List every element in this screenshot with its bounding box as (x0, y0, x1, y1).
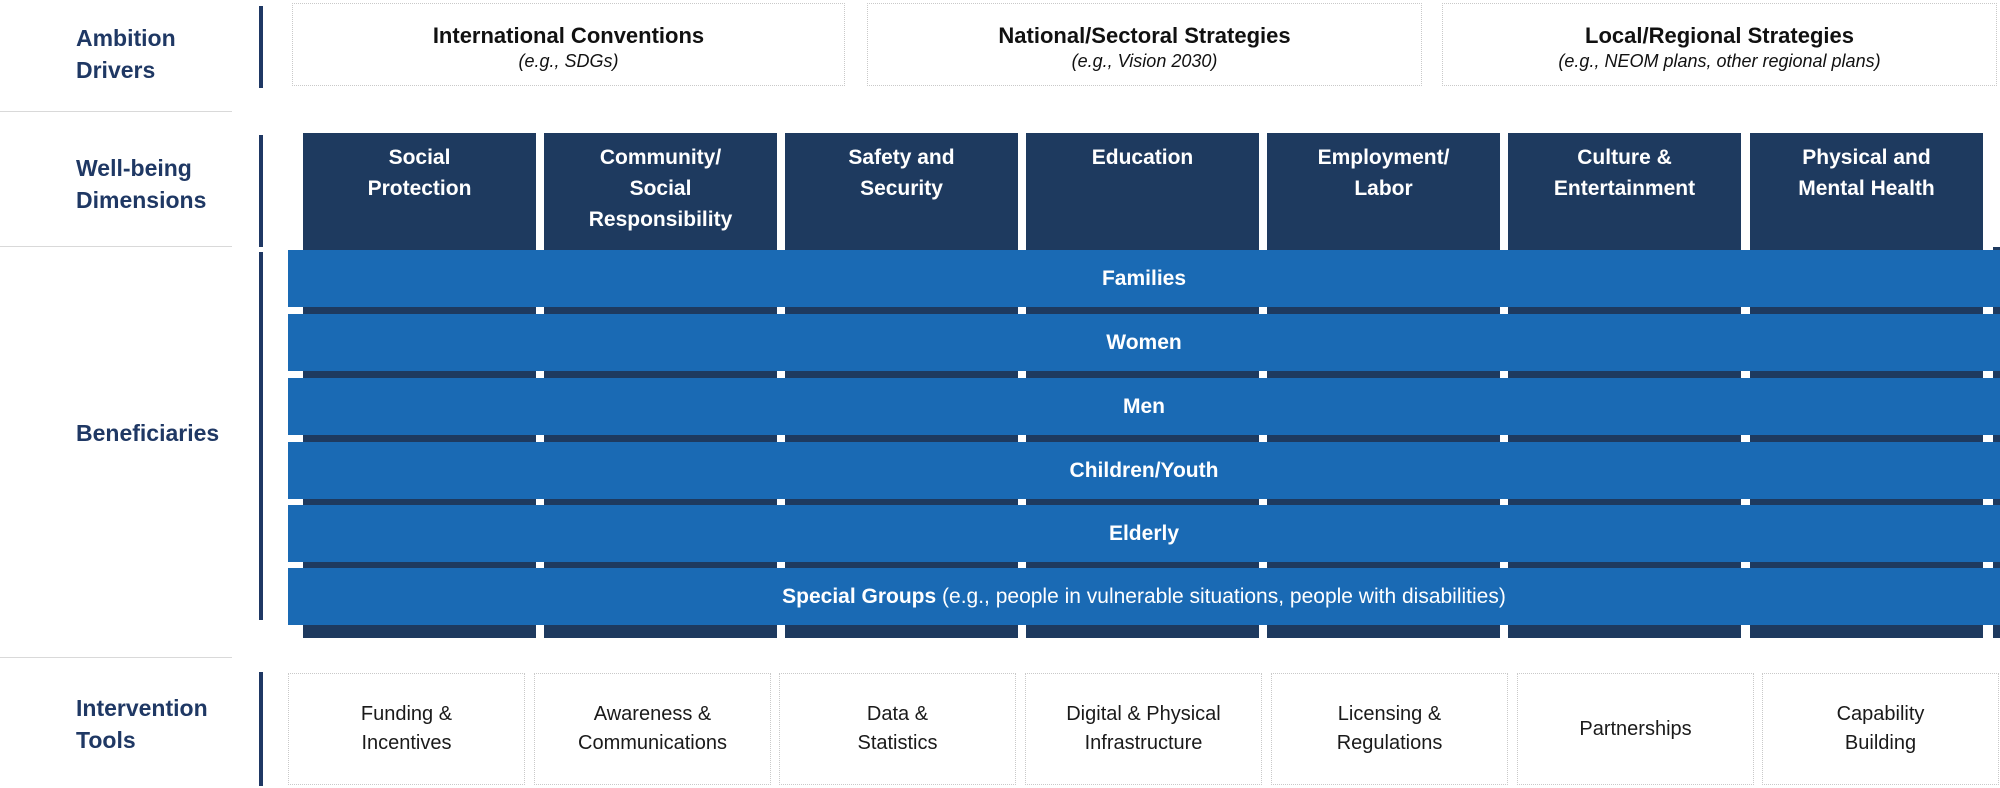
intervention-tool-box: Digital & Physical Infrastructure (1025, 673, 1262, 785)
beneficiary-bar: Elderly (288, 505, 2000, 562)
section-rule (259, 6, 263, 88)
label-divider (0, 246, 232, 247)
beneficiary-bar: Families (288, 250, 2000, 307)
beneficiary-label: Women (1106, 330, 1182, 354)
section-label-ambition-drivers: Ambition Drivers (76, 25, 176, 83)
beneficiary-bar: Children/Youth (288, 442, 2000, 499)
ambition-box: International Conventions (e.g., SDGs) (292, 3, 845, 86)
dimension-header: Employment/ Labor (1267, 133, 1500, 247)
dimension-header: Education (1026, 133, 1259, 247)
dimension-header: Social Protection (303, 133, 536, 247)
ambition-box-title: National/Sectoral Strategies (998, 23, 1291, 48)
dimension-header: Culture & Entertainment (1508, 133, 1741, 247)
dimension-header: Safety and Security (785, 133, 1018, 247)
intervention-tool-box: Partnerships (1517, 673, 1754, 785)
dimension-header: Physical and Mental Health (1750, 133, 1983, 247)
dimension-header: Community/ Social Responsibility (544, 133, 777, 247)
section-label-wellbeing-dimensions: Well-being Dimensions (76, 155, 207, 213)
section-rule (259, 252, 263, 620)
ambition-box-subtitle: (e.g., SDGs) (518, 51, 619, 71)
ambition-box: National/Sectoral Strategies (e.g., Visi… (867, 3, 1422, 86)
ambition-box-subtitle: (e.g., Vision 2030) (1071, 51, 1218, 71)
intervention-tool-box: Data & Statistics (779, 673, 1016, 785)
beneficiary-label: Elderly (1108, 521, 1180, 545)
beneficiary-bar: Women (288, 314, 2000, 371)
ambition-box-title: International Conventions (432, 23, 705, 48)
section-rule (259, 135, 263, 247)
ambition-box-subtitle: (e.g., NEOM plans, other regional plans) (1558, 51, 1881, 71)
beneficiary-label: Special Groups (782, 584, 937, 608)
label-divider (0, 111, 232, 112)
intervention-tool-box: Licensing & Regulations (1271, 673, 1508, 785)
intervention-tool-box: Capability Building (1762, 673, 1999, 785)
intervention-tool-box: Funding & Incentives (288, 673, 525, 785)
ambition-box-title: Local/Regional Strategies (1585, 23, 1854, 48)
beneficiary-bar: Men (288, 378, 2000, 435)
section-rule (259, 672, 263, 786)
beneficiary-label: Men (1123, 394, 1165, 418)
section-label-intervention-tools: Intervention Tools (76, 695, 208, 753)
beneficiary-label: Families (1101, 266, 1187, 290)
beneficiary-bar: Special Groups (e.g., people in vulnerab… (288, 568, 2000, 625)
ambition-box: Local/Regional Strategies (e.g., NEOM pl… (1442, 3, 1997, 86)
section-label-beneficiaries: Beneficiaries (76, 420, 220, 446)
intervention-tool-box: Awareness & Communications (534, 673, 771, 785)
beneficiary-label: Children/Youth (1069, 458, 1219, 482)
label-divider (0, 657, 232, 658)
beneficiary-label-detail: (e.g., people in vulnerable situations, … (936, 584, 1506, 608)
